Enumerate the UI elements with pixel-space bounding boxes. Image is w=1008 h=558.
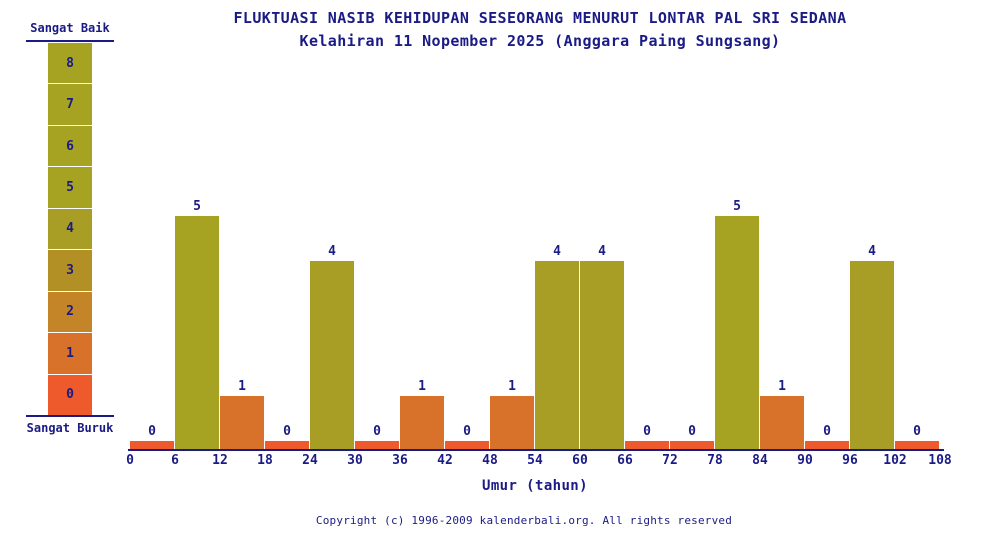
x-tick-42: 42 [437,453,453,468]
legend-bottom-rule [26,415,114,417]
legend-cell-7: 7 [48,84,92,125]
legend-best-label: Sangat Baik [30,21,110,35]
chart-title: FLUKTUASI NASIB KEHIDUPAN SESEORANG MENU… [233,9,847,27]
legend-cell-1: 1 [48,333,92,374]
x-tick-0: 0 [126,453,134,468]
x-tick-48: 48 [482,453,498,468]
copyright-notice: Copyright (c) 1996-2009 kalenderbali.org… [315,514,733,527]
bar-value-label-age-6-12: 5 [193,199,201,214]
bar-value-label-age-54-60: 4 [553,244,561,259]
x-tick-54: 54 [527,453,543,468]
legend-cell-3: 3 [48,250,92,291]
bar-age-84-90 [760,396,804,450]
chart-subtitle: Kelahiran 11 Nopember 2025 (Anggara Pain… [299,32,781,50]
bar-value-label-age-84-90: 1 [778,379,786,394]
x-tick-84: 84 [752,453,768,468]
x-axis-title: Umur (tahun) [482,478,588,494]
bar-age-78-84 [715,216,759,450]
legend-cell-6: 6 [48,125,92,167]
x-axis-line [128,449,944,451]
x-tick-102: 102 [883,453,907,468]
bar-age-42-48 [445,441,489,450]
bar-value-label-age-78-84: 5 [733,199,741,214]
bar-age-66-72 [625,441,669,450]
bar-value-label-age-30-36: 0 [373,424,381,439]
bar-age-48-54 [490,396,534,450]
x-tick-18: 18 [257,453,273,468]
bar-age-90-96 [805,441,849,450]
bar-value-label-age-48-54: 1 [508,379,516,394]
bar-value-label-age-0-6: 0 [148,424,156,439]
legend-cell-0: 0 [48,374,92,415]
bar-value-label-age-96-102: 4 [868,244,876,259]
x-tick-66: 66 [617,453,633,468]
x-tick-90: 90 [797,453,813,468]
bar-value-label-age-12-18: 1 [238,379,246,394]
legend-cell-5: 5 [48,167,92,208]
legend-cell-4: 4 [48,208,92,250]
legend-top-rule [26,40,114,42]
x-tick-108: 108 [928,453,952,468]
bar-age-12-18 [220,396,264,450]
bar-age-54-60 [535,261,579,450]
bar-age-24-30 [310,261,354,450]
bar-age-96-102 [850,261,894,450]
x-tick-30: 30 [347,453,363,468]
bar-value-label-age-60-66: 4 [598,244,606,259]
bar-age-36-42 [400,396,444,450]
bar-age-18-24 [265,441,309,450]
bar-value-label-age-18-24: 0 [283,424,291,439]
bar-value-label-age-36-42: 1 [418,379,426,394]
bar-age-6-12 [175,216,219,450]
bar-value-label-age-102-108: 0 [913,424,921,439]
bar-value-label-age-66-72: 0 [643,424,651,439]
bar-value-label-age-42-48: 0 [463,424,471,439]
x-axis-ticks: 0 6 12 18 24 30 36 42 48 54 60 66 72 78 84 90 96 102 108 [0,453,1008,469]
legend-cell-2: 2 [48,291,92,333]
bar-value-label-age-24-30: 4 [328,244,336,259]
bar-age-102-108 [895,441,939,450]
x-tick-36: 36 [392,453,408,468]
x-tick-78: 78 [707,453,723,468]
bar-age-72-78 [670,441,714,450]
bar-age-60-66 [580,261,624,450]
x-tick-6: 6 [171,453,179,468]
bar-value-label-age-90-96: 0 [823,424,831,439]
legend-worst-label: Sangat Buruk [26,421,114,435]
x-tick-96: 96 [842,453,858,468]
x-tick-24: 24 [302,453,318,468]
x-tick-72: 72 [662,453,678,468]
x-tick-12: 12 [212,453,228,468]
bar-value-label-age-72-78: 0 [688,424,696,439]
legend-cell-8: 8 [48,43,92,84]
bar-age-30-36 [355,441,399,450]
bar-age-0-6 [130,441,174,450]
x-tick-60: 60 [572,453,588,468]
